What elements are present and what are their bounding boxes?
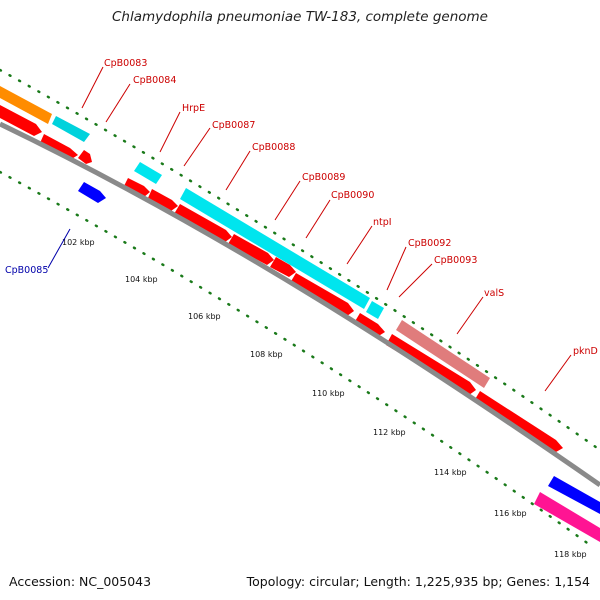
gene-red-11[interactable]: [386, 334, 476, 395]
kbp-label: 102 kbp: [62, 238, 95, 247]
gene-label-hrpe[interactable]: HrpE: [182, 103, 205, 114]
gene-label-cpb0085[interactable]: CpB0085: [5, 265, 48, 276]
gene-red-12[interactable]: [474, 391, 563, 452]
gene-label-cpb0087[interactable]: CpB0087: [212, 120, 255, 131]
gene-label-cpb0088[interactable]: CpB0088: [252, 142, 295, 153]
gene-label-ntpi[interactable]: ntpI: [373, 217, 392, 228]
kbp-labels: 102 kbp 104 kbp 106 kbp 108 kbp 110 kbp …: [62, 238, 587, 559]
gene-red-1[interactable]: [0, 105, 42, 136]
inner-tick-ring: [0, 170, 592, 547]
gene-cpb0083-block[interactable]: [52, 116, 90, 142]
topology-text: Topology: circular; Length: 1,225,935 bp…: [246, 574, 590, 589]
gene-hrpe-block[interactable]: [134, 162, 162, 184]
kbp-label: 114 kbp: [434, 468, 467, 477]
gene-cpb0088-block[interactable]: [180, 188, 370, 309]
accession-text: Accession: NC_005043: [9, 574, 152, 589]
gene-red-7[interactable]: [228, 234, 274, 265]
gene-red-3[interactable]: [78, 150, 92, 164]
kbp-label: 112 kbp: [373, 428, 406, 437]
gene-label-vals[interactable]: valS: [484, 288, 504, 299]
kbp-label: 104 kbp: [125, 275, 158, 284]
map-title: Chlamydophila pneumoniae TW-183, complet…: [111, 9, 488, 25]
gene-label-pknd[interactable]: pknD: [573, 346, 598, 357]
outer-tick-ring: [0, 68, 600, 452]
gene-label-cpb0090[interactable]: CpB0090: [331, 190, 374, 201]
gene-labels: CpB0083 CpB0084 HrpE CpB0087 CpB0088 CpB…: [5, 58, 598, 357]
label-leaders: [47, 66, 572, 392]
kbp-label: 110 kbp: [312, 389, 345, 398]
gene-vals-block[interactable]: [396, 320, 490, 388]
gene-cpb0092-block[interactable]: [366, 301, 384, 319]
gene-blue-block[interactable]: [548, 476, 600, 514]
kbp-label: 106 kbp: [188, 312, 221, 321]
kbp-label: 118 kbp: [554, 550, 587, 559]
gene-red-8[interactable]: [270, 257, 296, 277]
gene-red-2[interactable]: [40, 134, 78, 160]
gene-red-9[interactable]: [290, 273, 354, 316]
gene-label-cpb0083[interactable]: CpB0083: [104, 58, 147, 69]
gene-red-6[interactable]: [174, 204, 232, 242]
gene-label-cpb0089[interactable]: CpB0089: [302, 172, 345, 183]
gene-label-cpb0084[interactable]: CpB0084: [133, 75, 176, 86]
gene-magenta-block[interactable]: [534, 492, 600, 542]
gene-cpb0085-block[interactable]: [78, 182, 106, 203]
gene-label-cpb0093[interactable]: CpB0093: [434, 255, 477, 266]
gene-label-cpb0092[interactable]: CpB0092: [408, 238, 451, 249]
gene-red-5[interactable]: [148, 189, 178, 211]
genome-backbone: [0, 121, 600, 488]
gene-red-4[interactable]: [124, 178, 150, 197]
kbp-label: 108 kbp: [250, 350, 283, 359]
forward-strand-genes: [0, 105, 563, 452]
gene-red-10[interactable]: [354, 313, 385, 337]
gene-orange-block[interactable]: [0, 86, 52, 124]
kbp-label: 116 kbp: [494, 509, 527, 518]
top-strand-genes: [0, 86, 600, 542]
